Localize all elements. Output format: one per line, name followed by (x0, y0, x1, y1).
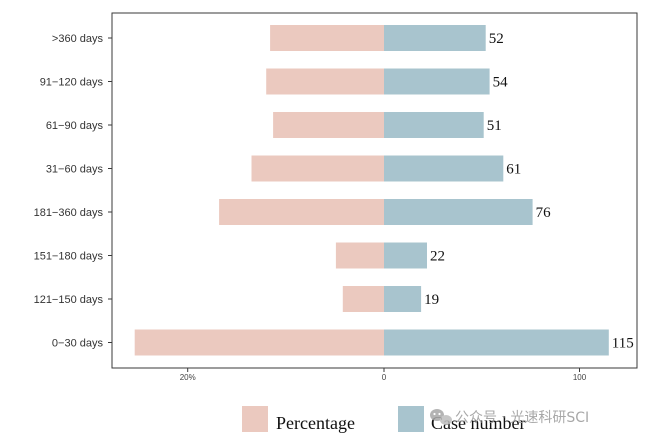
y-tick-label-61-90-days: 61−90 days (46, 120, 104, 132)
legend-label-case-number: Case number (431, 413, 525, 433)
bars (134, 25, 609, 356)
legend-label-percentage: Percentage (276, 413, 355, 433)
y-tick-label-151-180-days: 151−180 days (34, 251, 104, 263)
bar-percentage-121-150-days (342, 286, 384, 312)
bar-case-number-91-120-days (384, 68, 490, 95)
bar-case-number-151-180-days (384, 242, 427, 269)
x-tick-label-100: 100 (573, 373, 587, 382)
watermark: 公众号 · 光速科研SCI (430, 409, 589, 426)
y-tick-label-91-120-days: 91−120 days (40, 77, 104, 89)
data-label-31-60-days: 61 (506, 162, 521, 178)
bar-percentage-31-60-days (251, 155, 384, 182)
legend: Percentage Case number (242, 406, 525, 433)
plot-panel (111, 12, 638, 369)
y-tick-label-181-360-days: 181−360 days (34, 207, 104, 219)
legend-swatch-case-number (398, 406, 424, 432)
data-labels: 52 54 51 61 76 22 19 115 (424, 31, 634, 352)
y-axis: >360 days 91−120 days 61−90 days 31−60 days… (34, 33, 112, 350)
y-tick-label-360-days: >360 days (52, 33, 104, 45)
data-label-91-120-days: 54 (493, 75, 509, 91)
data-label-151-180-days: 22 (430, 249, 445, 265)
bar-case-number-61-90-days (384, 112, 484, 138)
x-tick-label-0: 0 (382, 373, 387, 382)
bar-case-number-181-360-days (384, 199, 533, 225)
bar-percentage-151-180-days (335, 242, 384, 269)
data-label-61-90-days: 51 (487, 118, 502, 134)
y-tick-label-121-150-days: 121−150 days (34, 294, 104, 306)
data-label-121-150-days: 19 (424, 292, 439, 308)
y-tick-label-0-30-days: 0−30 days (52, 338, 104, 350)
bar-percentage-61-90-days (273, 112, 384, 138)
bar-case-number-360-days (384, 25, 486, 51)
y-tick-label-31-60-days: 31−60 days (46, 164, 104, 176)
data-label-0-30-days: 115 (612, 336, 634, 352)
bar-percentage-91-120-days (266, 68, 384, 95)
bar-case-number-121-150-days (384, 286, 422, 312)
watermark-text: 公众号 · 光速科研SCI (455, 410, 589, 426)
x-axis: 20% 0 100 (180, 368, 587, 382)
data-label-360-days: 52 (489, 31, 504, 47)
x-tick-label-20: 20% (180, 373, 196, 382)
bar-case-number-0-30-days (384, 329, 609, 356)
bar-percentage-181-360-days (219, 199, 384, 225)
data-label-181-360-days: 76 (536, 205, 552, 221)
bar-case-number-31-60-days (384, 155, 504, 182)
bar-percentage-360-days (270, 25, 384, 51)
legend-swatch-percentage (242, 406, 268, 432)
bar-percentage-0-30-days (134, 329, 384, 356)
wechat-icon (430, 409, 452, 425)
